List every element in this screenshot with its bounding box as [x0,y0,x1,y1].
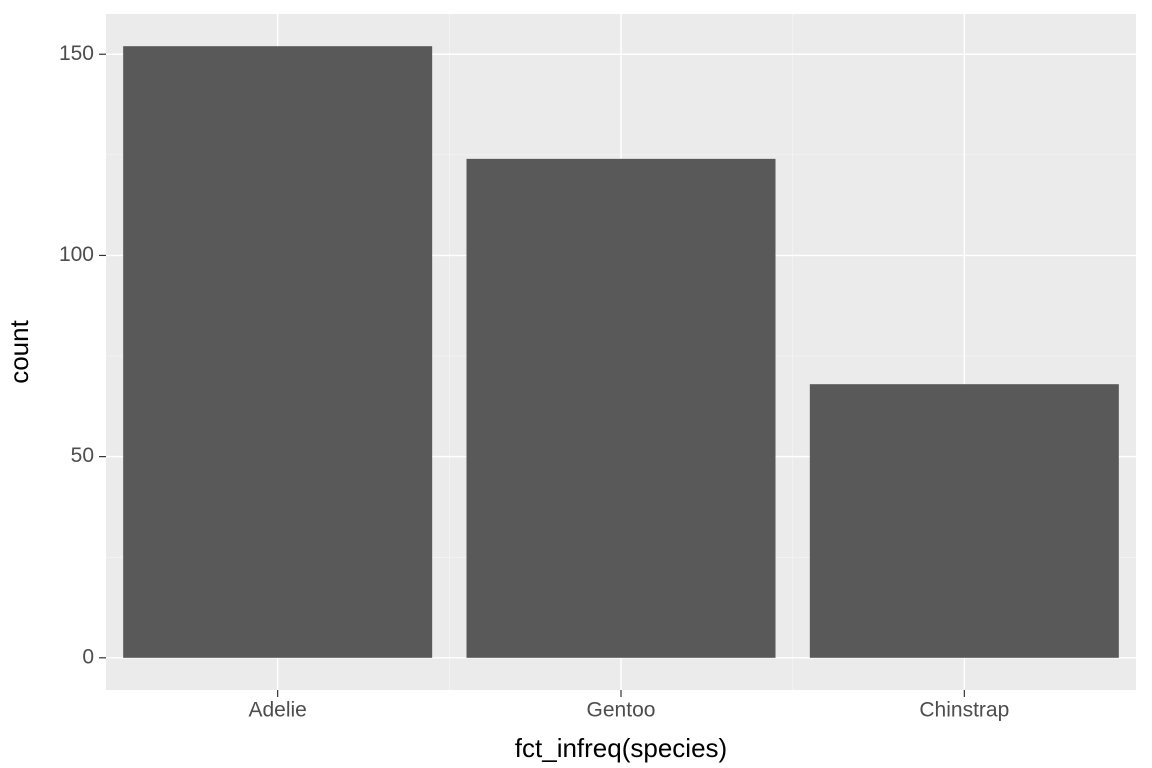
x-tick-label: Gentoo [587,698,656,721]
bar [123,46,432,658]
y-tick-label: 0 [82,645,94,668]
y-tick-label: 50 [71,444,94,467]
x-tick-label: Chinstrap [919,698,1009,721]
bar [810,384,1119,658]
bar-chart: 0 50 100 150 Adelie Gentoo Chinstrap fct_infreq… [0,0,1152,768]
x-tick-label: Adelie [248,698,306,721]
x-axis-title: fct_infreq(species) [515,733,727,763]
y-tick-label: 150 [59,42,94,65]
bar [467,159,776,658]
y-tick-label: 100 [59,243,94,266]
y-axis-title: count [4,319,34,383]
chart-svg: 0 50 100 150 Adelie Gentoo Chinstrap fct_infreq… [0,0,1152,768]
